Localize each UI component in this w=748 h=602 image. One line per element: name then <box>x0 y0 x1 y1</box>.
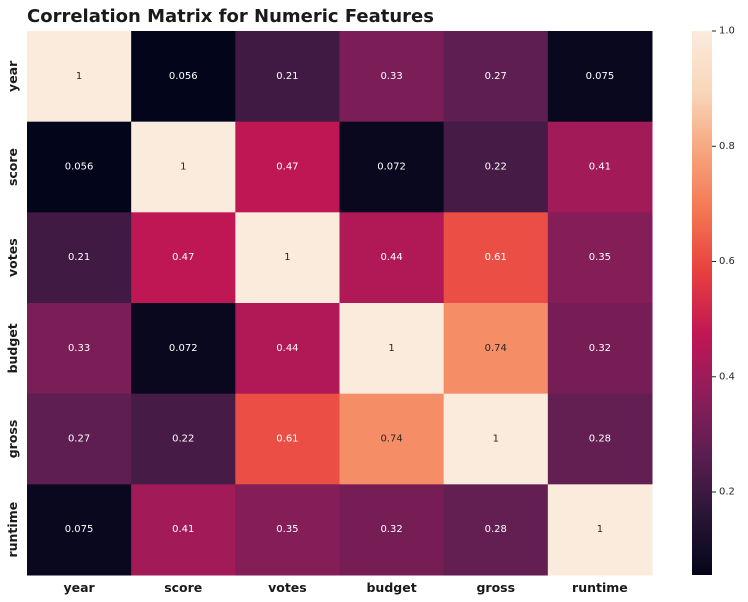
heatmap-cell-label: 0.21 <box>68 252 90 263</box>
y-axis-label-budget: budget <box>5 323 20 373</box>
colorbar-tick-label: 0.6 <box>719 256 735 267</box>
heatmap-cell-runtime-votes <box>235 484 340 576</box>
heatmap-cell-label: 0.32 <box>380 524 402 535</box>
colorbar-gradient <box>692 31 712 575</box>
heatmap-cell-score-year <box>27 121 132 213</box>
heatmap-cell-budget-gross <box>443 303 549 395</box>
heatmap-cell-label: 1 <box>284 252 290 263</box>
heatmap-cell-year-score <box>131 31 236 123</box>
colorbar-tick-label: 0.4 <box>719 371 735 382</box>
heatmap-cell-label: 0.21 <box>276 71 298 82</box>
heatmap-cell-label: 0.075 <box>586 71 615 82</box>
heatmap-cell-gross-year <box>27 393 132 485</box>
heatmap-cell-label: 0.33 <box>68 343 90 354</box>
heatmap-cell-label: 0.056 <box>65 162 94 173</box>
heatmap-cell-label: 1 <box>597 524 603 535</box>
y-axis-label-votes: votes <box>5 238 20 277</box>
heatmap-cell-label: 0.27 <box>68 434 90 445</box>
heatmap-cell-score-score <box>131 121 236 213</box>
heatmap-cell-label: 0.41 <box>172 524 194 535</box>
heatmap-cell-runtime-score <box>131 484 236 576</box>
heatmap-cell-label: 0.072 <box>377 162 406 173</box>
heatmap-cell-votes-votes <box>235 212 340 304</box>
heatmap-cell-year-runtime <box>547 31 653 123</box>
colorbar-tick-label: 0.8 <box>719 141 735 152</box>
heatmap-cell-label: 0.28 <box>485 524 507 535</box>
colorbar-tick-label: 1.0 <box>719 26 735 37</box>
heatmap-cells <box>27 31 653 576</box>
heatmap-cell-label: 0.61 <box>276 434 298 445</box>
heatmap-cell-label: 1 <box>388 343 394 354</box>
colorbar: 0.2 0.4 0.6 0.8 1.0 <box>692 26 735 575</box>
heatmap-cell-label: 0.22 <box>485 162 507 173</box>
heatmap-cell-label: 0.74 <box>380 434 402 445</box>
heatmap-cell-label: 0.61 <box>485 252 507 263</box>
heatmap-cell-label: 0.33 <box>380 71 402 82</box>
heatmap-cell-votes-runtime <box>547 212 653 304</box>
heatmap-cell-score-votes <box>235 121 340 213</box>
heatmap-cell-label: 0.072 <box>169 343 198 354</box>
heatmap-cell-votes-budget <box>339 212 445 304</box>
heatmap-cell-gross-runtime <box>547 393 653 485</box>
y-axis-label-gross: gross <box>5 420 20 459</box>
heatmap-cell-year-votes <box>235 31 340 123</box>
heatmap-cell-score-gross <box>443 121 549 213</box>
x-axis-label-score: score <box>164 580 202 595</box>
heatmap-cell-budget-votes <box>235 303 340 395</box>
x-axis-label-budget: budget <box>366 580 416 595</box>
heatmap-cell-label: 0.32 <box>589 343 611 354</box>
heatmap-cell-gross-votes <box>235 393 340 485</box>
colorbar-tick-label: 0.2 <box>719 487 735 498</box>
heatmap-cell-label: 0.47 <box>172 252 194 263</box>
heatmap-cell-label: 0.35 <box>276 524 298 535</box>
heatmap-cell-runtime-runtime <box>547 484 653 576</box>
heatmap-cell-label: 1 <box>76 71 82 82</box>
heatmap-cell-label: 0.44 <box>276 343 298 354</box>
heatmap-cell-label: 0.35 <box>589 252 611 263</box>
heatmap-cell-votes-score <box>131 212 236 304</box>
heatmap-cell-runtime-gross <box>443 484 549 576</box>
chart-title: Correlation Matrix for Numeric Features <box>27 6 434 27</box>
heatmap-cell-label: 1 <box>180 162 186 173</box>
y-axis-label-year: year <box>5 60 20 92</box>
heatmap-cell-label: 1 <box>493 434 499 445</box>
y-axis-label-runtime: runtime <box>5 502 20 558</box>
heatmap-cell-label: 0.075 <box>65 524 94 535</box>
heatmap-cell-label: 0.44 <box>380 252 402 263</box>
heatmap-cell-label: 0.27 <box>485 71 507 82</box>
heatmap-cell-labels: 1 0.056 0.21 0.33 0.27 0.075 0.056 1 0.47 0.072 0.… <box>65 71 614 535</box>
heatmap-cell-label: 0.41 <box>589 162 611 173</box>
heatmap-cell-votes-year <box>27 212 132 304</box>
x-axis-label-year: year <box>63 580 95 595</box>
heatmap-cell-gross-gross <box>443 393 549 485</box>
heatmap-cell-runtime-year <box>27 484 132 576</box>
heatmap-cell-gross-budget <box>339 393 445 485</box>
heatmap-cell-budget-budget <box>339 303 445 395</box>
x-axis-label-gross: gross <box>476 580 515 595</box>
heatmap-cell-budget-year <box>27 303 132 395</box>
heatmap-cell-label: 0.28 <box>589 434 611 445</box>
heatmap-cell-year-budget <box>339 31 445 123</box>
heatmap-cell-gross-score <box>131 393 236 485</box>
heatmap-cell-score-budget <box>339 121 445 213</box>
heatmap-cell-year-year <box>27 31 132 123</box>
heatmap-cell-runtime-budget <box>339 484 445 576</box>
x-axis-label-votes: votes <box>268 580 307 595</box>
heatmap-cell-budget-runtime <box>547 303 653 395</box>
heatmap-cell-label: 0.056 <box>169 71 198 82</box>
heatmap-cell-year-gross <box>443 31 549 123</box>
y-axis-labels: year score votes budget gross runtime <box>5 60 20 558</box>
x-axis-labels: year score votes budget gross runtime <box>63 580 627 595</box>
heatmap-cell-label: 0.47 <box>276 162 298 173</box>
heatmap-cell-label: 0.22 <box>172 434 194 445</box>
heatmap-cell-budget-score <box>131 303 236 395</box>
heatmap-cell-votes-gross <box>443 212 549 304</box>
heatmap-cell-label: 0.74 <box>485 343 507 354</box>
x-axis-label-runtime: runtime <box>572 580 628 595</box>
y-axis-label-score: score <box>5 148 20 186</box>
heatmap-cell-score-runtime <box>547 121 653 213</box>
